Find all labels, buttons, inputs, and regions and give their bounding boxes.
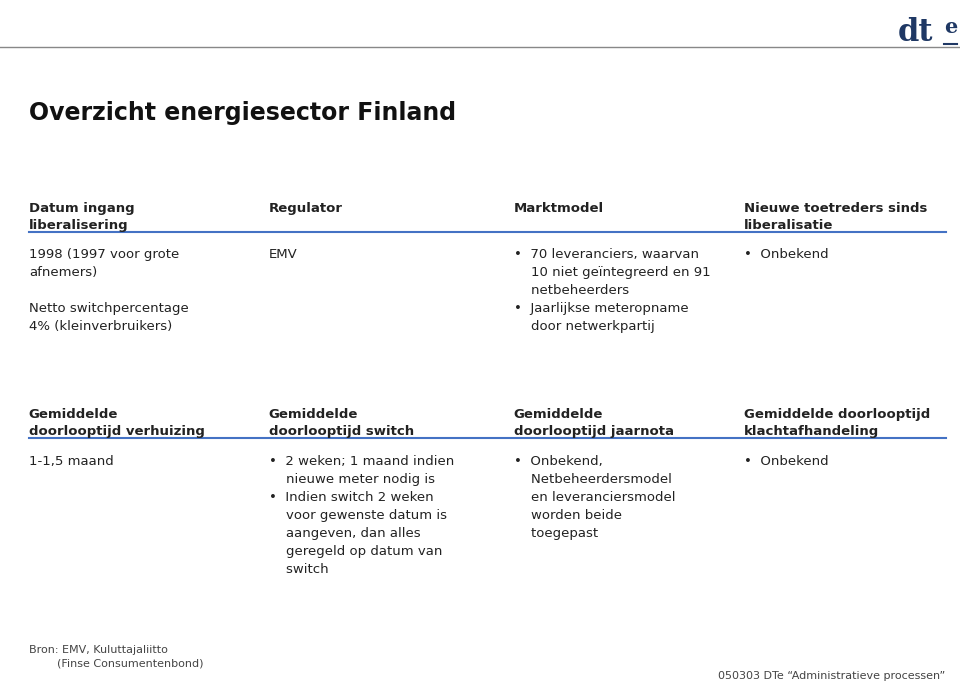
Text: Gemiddelde
doorlooptijd jaarnota: Gemiddelde doorlooptijd jaarnota <box>514 408 674 438</box>
Text: •  Onbekend: • Onbekend <box>744 455 828 468</box>
Text: Gemiddelde
doorlooptijd verhuizing: Gemiddelde doorlooptijd verhuizing <box>29 408 204 438</box>
Text: dt: dt <box>898 17 933 48</box>
Text: EMV: EMV <box>269 248 298 261</box>
Text: •  2 weken; 1 maand indien
    nieuwe meter nodig is
•  Indien switch 2 weken
  : • 2 weken; 1 maand indien nieuwe meter n… <box>269 455 454 576</box>
Text: Datum ingang
liberalisering: Datum ingang liberalisering <box>29 202 134 232</box>
Text: Gemiddelde doorlooptijd
klachtafhandeling: Gemiddelde doorlooptijd klachtafhandelin… <box>744 408 930 438</box>
Text: •  70 leveranciers, waarvan
    10 niet geïntegreerd en 91
    netbeheerders
•  : • 70 leveranciers, waarvan 10 niet geïnt… <box>514 248 710 333</box>
Text: Gemiddelde
doorlooptijd switch: Gemiddelde doorlooptijd switch <box>269 408 414 438</box>
Text: e: e <box>944 17 957 38</box>
Text: Marktmodel: Marktmodel <box>514 202 604 216</box>
Text: Nieuwe toetreders sinds
liberalisatie: Nieuwe toetreders sinds liberalisatie <box>744 202 927 232</box>
Text: 1-1,5 maand: 1-1,5 maand <box>29 455 113 468</box>
Text: Bron: EMV, Kuluttajaliitto
        (Finse Consumentenbond): Bron: EMV, Kuluttajaliitto (Finse Consum… <box>29 646 204 669</box>
Text: 1998 (1997 voor grote
afnemers)

Netto switchpercentage
4% (kleinverbruikers): 1998 (1997 voor grote afnemers) Netto sw… <box>29 248 188 333</box>
Text: Regulator: Regulator <box>269 202 343 216</box>
Text: 050303 DTe “Administratieve processen”: 050303 DTe “Administratieve processen” <box>718 671 946 681</box>
Text: •  Onbekend: • Onbekend <box>744 248 828 261</box>
Text: Overzicht energiesector Finland: Overzicht energiesector Finland <box>29 101 456 125</box>
Text: •  Onbekend,
    Netbeheerdersmodel
    en leveranciersmodel
    worden beide
  : • Onbekend, Netbeheerdersmodel en levera… <box>514 455 675 540</box>
